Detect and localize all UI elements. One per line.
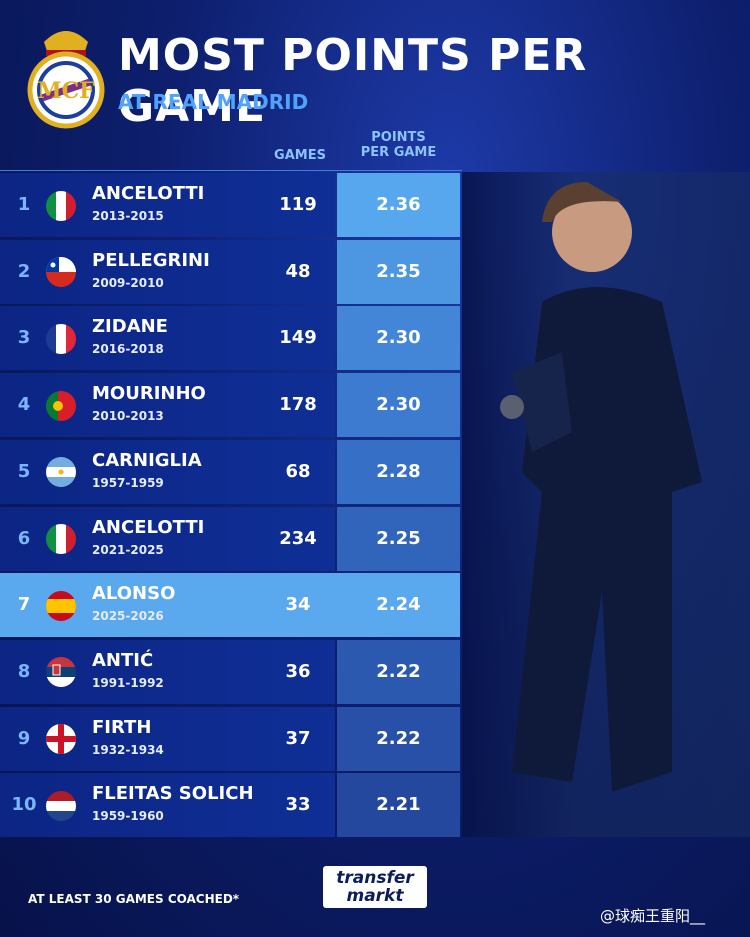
rank: 2 — [17, 260, 31, 282]
points-per-game: 2.36 — [376, 194, 421, 215]
coach-name: ZIDANE — [92, 316, 168, 338]
coach-name: CARNIGLIA — [92, 449, 202, 471]
flag — [46, 457, 76, 487]
title: MOST POINTS PER GAME — [118, 30, 588, 132]
ppg-header-line: POINTS — [371, 130, 426, 145]
ppg-cell — [337, 306, 460, 371]
ppg-cell — [337, 706, 460, 771]
years: 2009-2010 — [92, 275, 164, 290]
ppg-header: POINTS PER GAME — [337, 130, 460, 160]
points-per-game: 2.22 — [376, 727, 421, 749]
logo-line: markt — [346, 886, 404, 906]
flag — [46, 591, 76, 621]
rank: 1 — [17, 194, 31, 215]
rank: 3 — [17, 327, 31, 349]
years: 1959-1960 — [92, 809, 164, 824]
games: 119 — [279, 194, 317, 215]
flag — [46, 257, 76, 287]
years: 1932-1934 — [92, 742, 164, 757]
points-per-game: 2.30 — [376, 327, 421, 349]
games: 178 — [279, 394, 317, 416]
ppg-cell — [337, 173, 460, 237]
points-per-game: 2.24 — [376, 594, 421, 616]
rank: 4 — [17, 394, 31, 416]
coach-name: FLEITAS SOLICH — [92, 783, 254, 805]
ppg-cell — [337, 239, 460, 304]
points-per-game: 2.25 — [376, 527, 421, 549]
years: 2021-2025 — [92, 542, 164, 557]
rank: 5 — [17, 460, 31, 482]
ppg-cell — [337, 639, 460, 704]
years: 2010-2013 — [92, 409, 164, 424]
coach-name: ANTIĆ — [92, 649, 154, 671]
ppg-header-line: PER GAME — [360, 145, 437, 160]
games: 34 — [285, 594, 311, 616]
coach-name: PELLEGRINI — [92, 249, 210, 271]
coach-silhouette — [500, 182, 702, 792]
rank: 9 — [17, 727, 31, 749]
ppg-cell — [337, 439, 460, 504]
flag — [46, 191, 76, 221]
logo: transfer markt — [323, 866, 427, 908]
years: 1957-1959 — [92, 475, 164, 490]
coach-name: MOURINHO — [92, 383, 206, 405]
points-per-game: 2.21 — [376, 794, 421, 816]
logo-line: transfer — [336, 868, 414, 888]
coach-photo — [462, 172, 750, 837]
footnote: AT LEAST 30 GAMES COACHED* — [28, 892, 240, 906]
flag — [46, 724, 76, 754]
games: 234 — [279, 527, 317, 549]
subtitle: AT REAL MADRID — [118, 90, 309, 114]
games: 33 — [285, 794, 311, 816]
coach-name: FIRTH — [92, 716, 152, 738]
divider — [0, 170, 462, 171]
ppg-cell — [337, 373, 460, 438]
rank: 8 — [17, 660, 31, 682]
coach-name: ANCELOTTI — [92, 183, 205, 204]
flag — [46, 657, 76, 687]
flag — [46, 524, 76, 554]
points-per-game: 2.35 — [376, 260, 421, 282]
svg-text:MCF: MCF — [37, 78, 95, 104]
years: 2013-2015 — [92, 209, 164, 223]
years: 2025-2026 — [92, 609, 164, 624]
coach-name: ANCELOTTI — [92, 516, 205, 538]
flag — [46, 791, 76, 821]
ppg-cell — [337, 773, 460, 838]
ppg-cell — [337, 506, 460, 571]
points-per-game: 2.28 — [376, 460, 421, 482]
points-per-game: 2.22 — [376, 660, 421, 682]
table-row — [0, 573, 460, 638]
games: 37 — [285, 727, 311, 749]
games: 48 — [285, 260, 311, 282]
games: 36 — [285, 660, 311, 682]
games: 149 — [279, 327, 317, 349]
coach-name: ALONSO — [92, 583, 176, 605]
watermark: @球痴王重阳__ — [600, 907, 706, 925]
rank: 7 — [17, 594, 31, 616]
points-per-game: 2.30 — [376, 394, 421, 416]
flag — [46, 391, 76, 421]
years: 1991-1992 — [92, 675, 164, 690]
rank: 6 — [17, 527, 31, 549]
games-header: GAMES — [274, 148, 326, 163]
rank: 10 — [11, 794, 37, 816]
club-crest: MCF — [27, 31, 105, 129]
flag — [46, 324, 76, 354]
games: 68 — [285, 460, 311, 482]
years: 2016-2018 — [92, 342, 164, 357]
